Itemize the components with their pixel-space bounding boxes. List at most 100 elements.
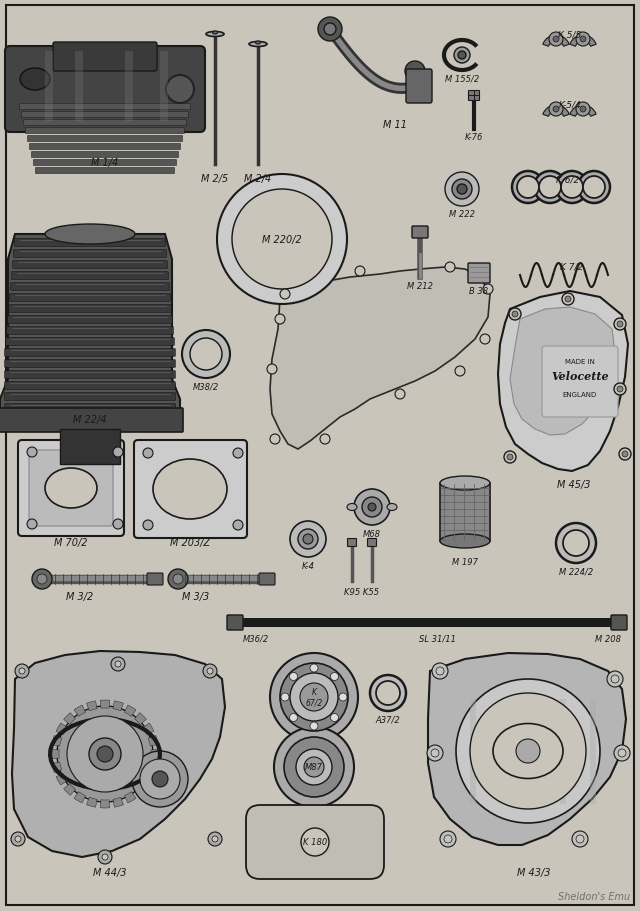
Circle shape (618, 749, 626, 757)
Polygon shape (12, 651, 225, 857)
Circle shape (614, 745, 630, 762)
FancyBboxPatch shape (28, 137, 182, 142)
Text: M 3/3: M 3/3 (182, 591, 210, 601)
Text: K 6/2: K 6/2 (556, 175, 580, 184)
Text: MADE IN: MADE IN (565, 359, 595, 364)
Wedge shape (124, 792, 136, 804)
Circle shape (168, 569, 188, 589)
FancyBboxPatch shape (4, 394, 175, 401)
FancyBboxPatch shape (4, 372, 175, 379)
Circle shape (617, 322, 623, 328)
Circle shape (576, 835, 584, 843)
Text: M 1/4: M 1/4 (92, 158, 118, 168)
Circle shape (458, 52, 466, 60)
Circle shape (516, 739, 540, 763)
Wedge shape (113, 701, 124, 711)
Circle shape (207, 669, 213, 674)
Circle shape (320, 435, 330, 445)
Circle shape (456, 680, 600, 824)
Ellipse shape (20, 69, 50, 91)
Wedge shape (134, 712, 147, 724)
Circle shape (330, 713, 339, 722)
Circle shape (296, 749, 332, 785)
FancyBboxPatch shape (22, 112, 189, 118)
Bar (238, 619, 618, 628)
Wedge shape (543, 36, 569, 47)
Circle shape (534, 172, 566, 204)
Circle shape (470, 693, 586, 809)
Wedge shape (100, 800, 109, 808)
Circle shape (143, 448, 153, 458)
Circle shape (303, 535, 313, 545)
FancyBboxPatch shape (9, 305, 172, 313)
Wedge shape (51, 750, 59, 759)
Circle shape (572, 831, 588, 847)
Circle shape (561, 177, 583, 199)
Circle shape (275, 314, 285, 324)
Text: M 224/2: M 224/2 (559, 568, 593, 577)
Circle shape (301, 828, 329, 856)
Circle shape (267, 364, 277, 374)
Circle shape (339, 693, 347, 701)
Circle shape (98, 850, 112, 864)
Circle shape (15, 836, 21, 842)
Wedge shape (134, 783, 147, 795)
Circle shape (539, 177, 561, 199)
Circle shape (355, 267, 365, 277)
Circle shape (233, 448, 243, 458)
Polygon shape (270, 268, 490, 449)
Ellipse shape (493, 723, 563, 779)
FancyBboxPatch shape (18, 441, 124, 537)
Polygon shape (0, 235, 180, 415)
Circle shape (304, 757, 324, 777)
Text: Velocette: Velocette (551, 371, 609, 382)
Text: ENGLAND: ENGLAND (563, 392, 597, 397)
Circle shape (565, 297, 571, 302)
Circle shape (203, 664, 217, 679)
Wedge shape (143, 773, 154, 785)
Text: M38/2: M38/2 (193, 382, 219, 391)
FancyBboxPatch shape (4, 383, 175, 390)
FancyBboxPatch shape (4, 361, 175, 368)
Circle shape (427, 745, 443, 762)
Text: Sheldon's Emu: Sheldon's Emu (558, 891, 630, 901)
Circle shape (132, 752, 188, 807)
Ellipse shape (440, 476, 490, 490)
Circle shape (512, 312, 518, 318)
Circle shape (330, 672, 339, 681)
Circle shape (405, 62, 425, 82)
Circle shape (507, 455, 513, 460)
Circle shape (553, 37, 559, 43)
Text: K 7/2: K 7/2 (561, 261, 584, 271)
Wedge shape (543, 106, 569, 118)
Wedge shape (113, 797, 124, 807)
Text: M 11: M 11 (383, 120, 407, 130)
Circle shape (111, 657, 125, 671)
Text: M 22/4: M 22/4 (73, 415, 107, 425)
Circle shape (318, 18, 342, 42)
Circle shape (431, 749, 439, 757)
Bar (560, 700, 566, 804)
Circle shape (607, 671, 623, 687)
Ellipse shape (212, 32, 218, 35)
Circle shape (455, 366, 465, 376)
Circle shape (504, 452, 516, 464)
Bar (160, 52, 168, 122)
Bar (112, 48, 128, 68)
Circle shape (89, 738, 121, 770)
FancyBboxPatch shape (367, 539, 376, 547)
Text: M 212: M 212 (407, 281, 433, 291)
FancyBboxPatch shape (406, 70, 432, 104)
Text: M 203/Z: M 203/Z (170, 537, 210, 548)
Polygon shape (498, 292, 628, 472)
Text: M 2/5: M 2/5 (202, 174, 228, 184)
Circle shape (362, 497, 382, 517)
Wedge shape (570, 106, 596, 118)
Circle shape (432, 663, 448, 680)
FancyBboxPatch shape (246, 805, 384, 879)
FancyBboxPatch shape (31, 152, 179, 159)
Circle shape (290, 521, 326, 558)
Wedge shape (148, 736, 158, 746)
FancyBboxPatch shape (8, 316, 172, 324)
Text: M 208: M 208 (595, 634, 621, 643)
